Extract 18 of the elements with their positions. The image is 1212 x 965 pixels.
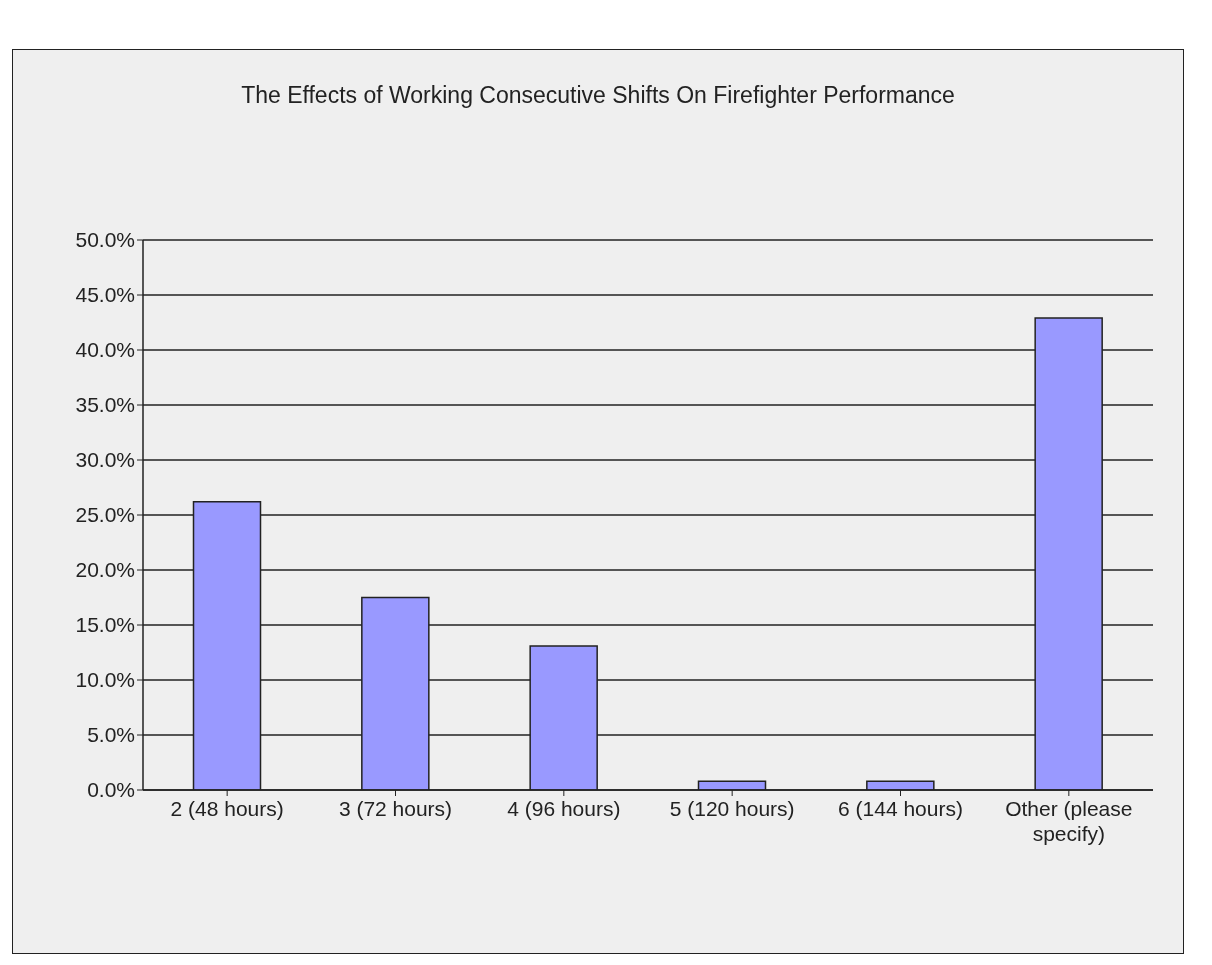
y-tick-label: 35.0% <box>75 393 135 417</box>
y-tick-label: 5.0% <box>87 723 135 747</box>
y-tick-label: 15.0% <box>75 613 135 637</box>
y-tick-label: 30.0% <box>75 448 135 472</box>
chart-title: The Effects of Working Consecutive Shifts On Firefighter Performance <box>240 82 956 109</box>
x-tick-label: Other (please specify) <box>1005 797 1133 845</box>
x-tick-label: 2 (48 hours) <box>170 797 284 820</box>
y-tick-label: 0.0% <box>87 778 135 802</box>
y-tick-label: 50.0% <box>75 228 135 252</box>
x-tick-label: 4 (96 hours) <box>507 797 621 820</box>
y-tick-label: 10.0% <box>75 668 135 692</box>
y-tick-label: 40.0% <box>75 338 135 362</box>
x-tick-label: 3 (72 hours) <box>338 797 453 820</box>
y-tick-label: 20.0% <box>75 558 135 582</box>
y-tick-label: 25.0% <box>75 503 135 527</box>
x-tick-label: 5 (120 hours) <box>669 797 795 820</box>
y-tick-label: 45.0% <box>75 283 135 307</box>
x-tick-label: 6 (144 hours) <box>838 797 963 820</box>
